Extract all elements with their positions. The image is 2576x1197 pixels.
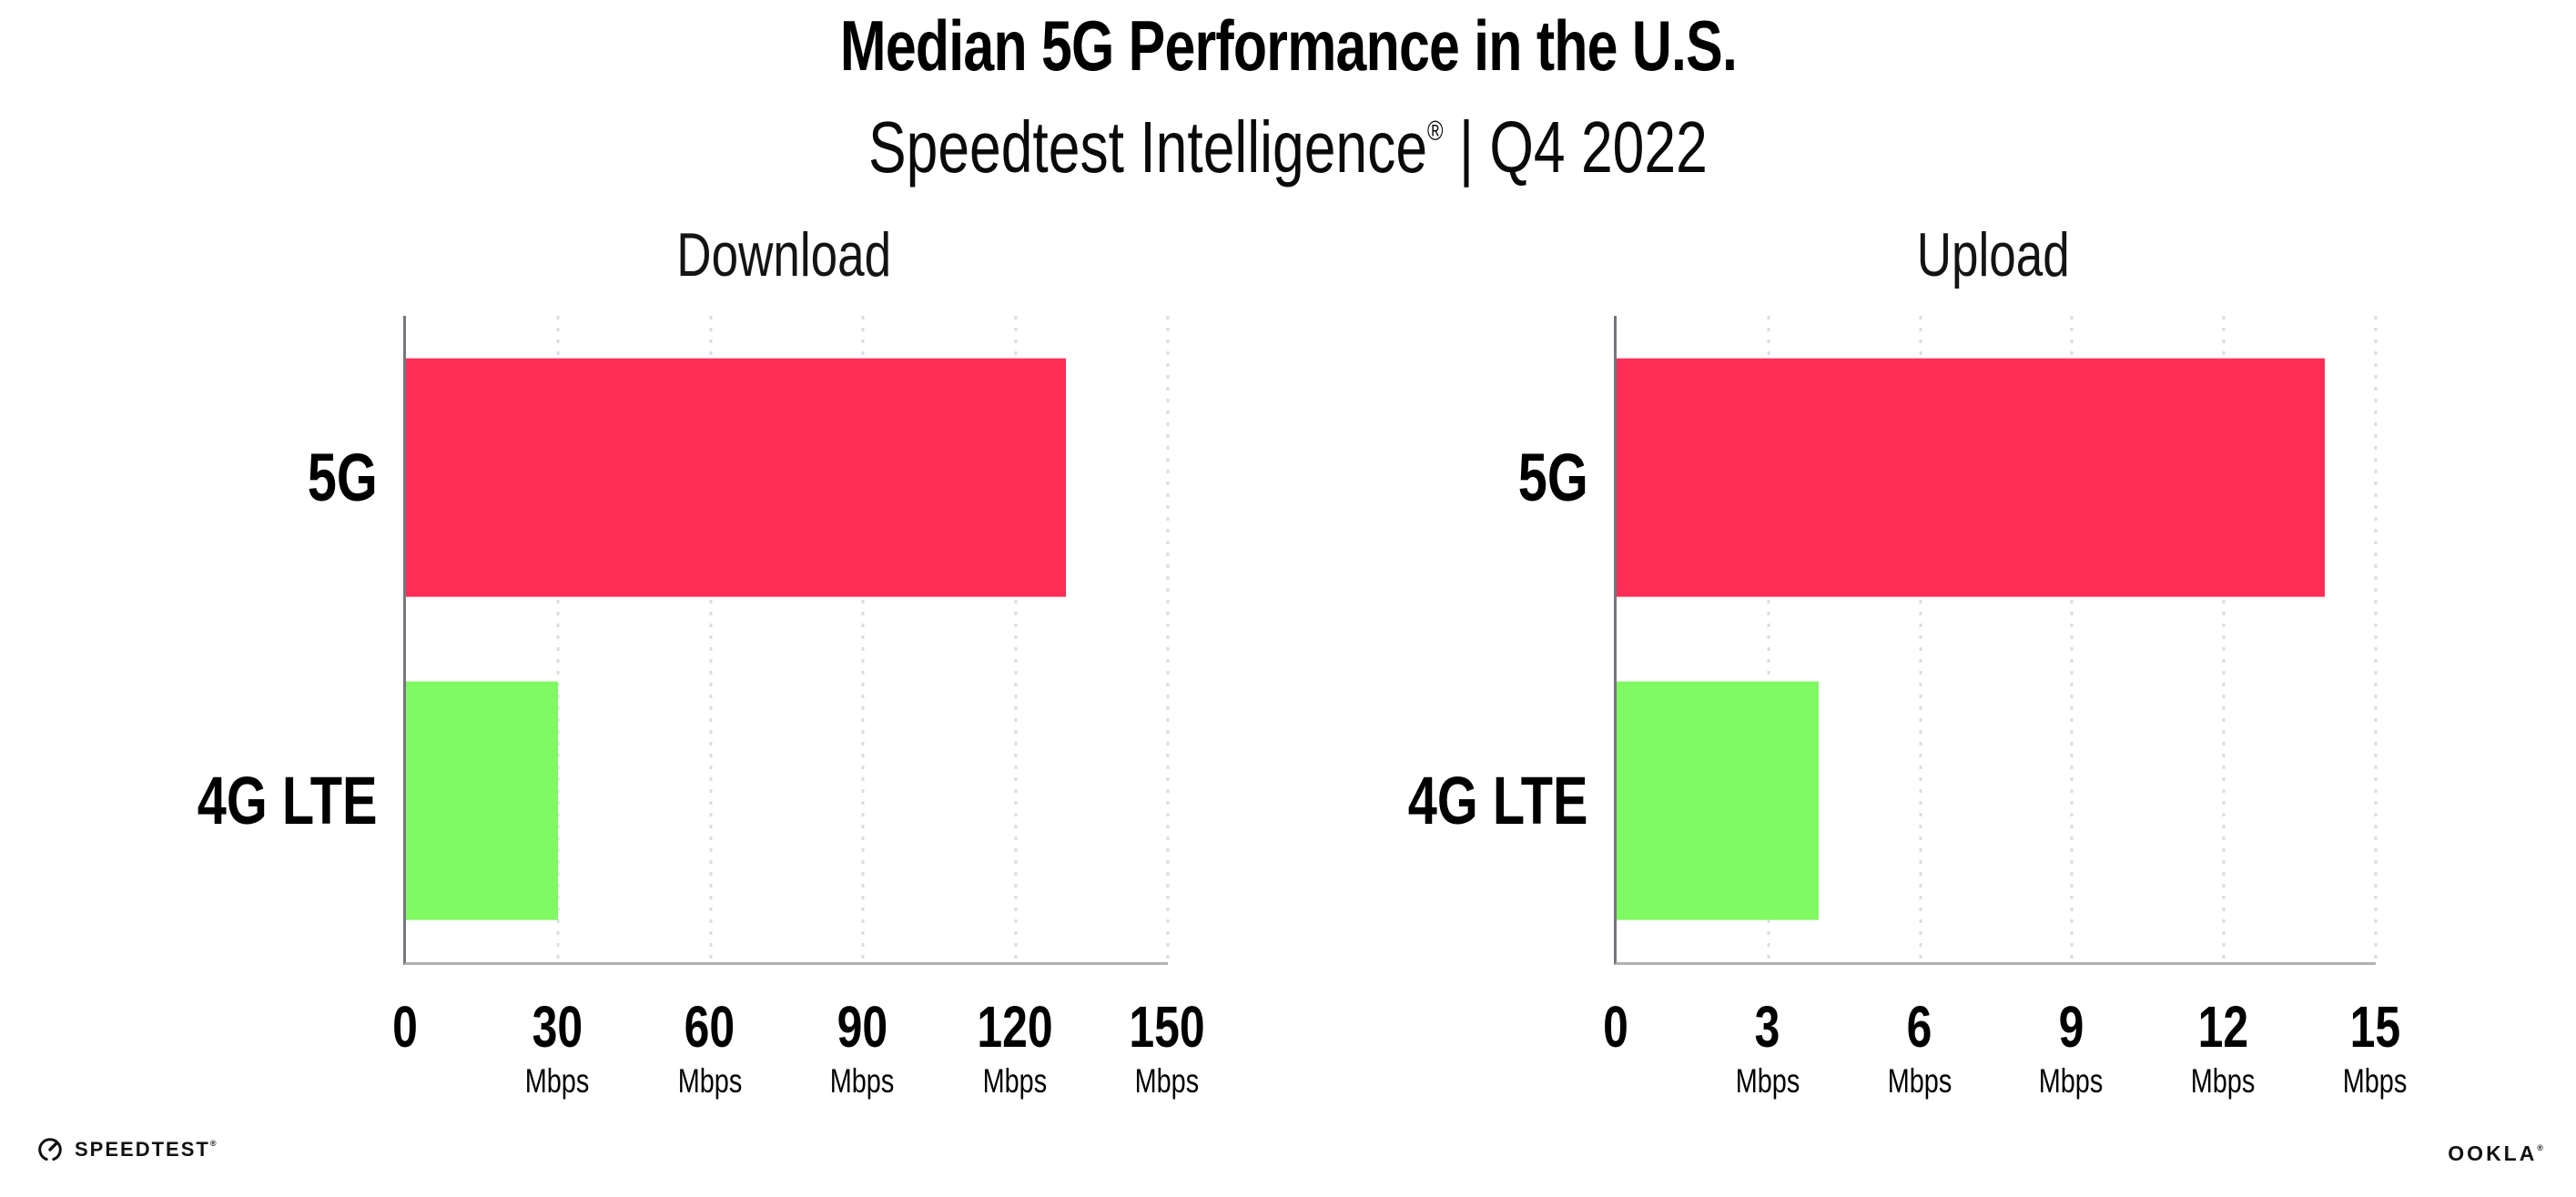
ookla-logo-text: OOKLA®	[2448, 1141, 2543, 1165]
registered-mark: ®	[1427, 116, 1444, 147]
download-chart-title-text: Download	[676, 220, 892, 289]
gridline-150-download	[1166, 316, 1170, 962]
x-tick-value: 6	[1906, 994, 1932, 1060]
x-tick-value: 15	[2349, 994, 2400, 1060]
y-label-4g-lte-upload: 4G LTE	[1408, 762, 1588, 838]
page-subtitle: Speedtest Intelligence® | Q4 2022	[0, 87, 2576, 191]
gridline-90-download	[861, 316, 865, 962]
x-tick-value: 30	[532, 994, 583, 1060]
x-tick-value: 0	[392, 994, 418, 1060]
gridline-120-download	[1014, 316, 1018, 962]
x-tick-60-download: 60 Mbps	[669, 996, 751, 1101]
page-subtitle-text: Speedtest Intelligence® | Q4 2022	[868, 87, 1708, 191]
y-label-5g-upload: 5G	[1517, 439, 1588, 515]
upload-y-axis-labels: 5G 4G LTE	[1259, 316, 1588, 962]
x-tick-90-download: 90 Mbps	[821, 996, 903, 1101]
gridline-12-upload	[2222, 316, 2226, 962]
page-title: Median 5G Performance in the U.S.	[0, 4, 2576, 87]
x-tick-value: 0	[1603, 994, 1628, 1060]
x-tick-unit: Mbps	[525, 1062, 590, 1100]
gridline-9-upload	[2070, 316, 2074, 962]
page-title-text: Median 5G Performance in the U.S.	[839, 5, 1737, 86]
x-tick-value: 60	[685, 994, 735, 1060]
subtitle-prefix: Speedtest Intelligence	[868, 106, 1428, 188]
x-tick-3-upload: 3 Mbps	[1727, 996, 1809, 1101]
upload-x-axis: 0 3 Mbps 6 Mbps 9 Mbps 12 Mbps 15 Mbps	[1603, 996, 2407, 1114]
gridline-15-upload	[2374, 316, 2378, 962]
y-label-4g-lte-download: 4G LTE	[198, 762, 378, 838]
gridline-30-download	[556, 316, 560, 962]
x-tick-0-download: 0	[389, 996, 421, 1058]
x-tick-unit: Mbps	[677, 1062, 743, 1100]
upload-plot-area	[1614, 316, 2378, 965]
gridline-6-upload	[1919, 316, 1922, 962]
x-tick-30-download: 30 Mbps	[516, 996, 598, 1101]
download-y-axis-labels: 5G 4G LTE	[48, 316, 378, 962]
download-chart-title: Download	[403, 218, 1165, 291]
x-tick-unit: Mbps	[2190, 1062, 2256, 1100]
x-tick-value: 12	[2197, 994, 2248, 1060]
4g-lte-bar-download	[406, 681, 559, 920]
4g-lte-bar-upload	[1617, 681, 1820, 920]
speedtest-logo-text: SPEEDTEST®	[75, 1138, 217, 1161]
x-tick-value: 3	[1754, 994, 1780, 1060]
upload-chart-title: Upload	[1614, 218, 2373, 291]
gridline-60-download	[709, 316, 713, 962]
speedtest-gauge-icon	[38, 1138, 62, 1161]
speedtest-logo: SPEEDTEST®	[36, 1136, 216, 1163]
x-tick-unit: Mbps	[982, 1062, 1047, 1100]
5g-bar-upload	[1617, 358, 2326, 597]
upload-chart-title-text: Upload	[1916, 220, 2071, 289]
subtitle-suffix: | Q4 2022	[1443, 106, 1708, 188]
x-tick-unit: Mbps	[1735, 1062, 1800, 1100]
x-tick-value: 150	[1129, 994, 1205, 1060]
x-tick-value: 90	[837, 994, 887, 1060]
x-tick-150-download: 150 Mbps	[1119, 996, 1216, 1101]
x-tick-9-upload: 9 Mbps	[2030, 996, 2112, 1101]
x-tick-unit: Mbps	[1887, 1062, 1952, 1100]
ookla-registered-mark: ®	[2537, 1143, 2543, 1152]
ookla-logo: OOKLA®	[2448, 1141, 2543, 1166]
x-tick-unit: Mbps	[829, 1062, 895, 1100]
download-plot-area	[403, 316, 1170, 965]
5g-bar-download	[406, 358, 1067, 597]
x-tick-15-upload: 15 Mbps	[2334, 996, 2416, 1101]
download-x-axis: 0 30 Mbps 60 Mbps 90 Mbps 120 Mbps 150 Mbps	[392, 996, 1205, 1114]
y-label-5g-download: 5G	[307, 439, 378, 515]
x-tick-unit: Mbps	[2342, 1062, 2408, 1100]
x-tick-value: 9	[2058, 994, 2084, 1060]
x-tick-6-upload: 6 Mbps	[1878, 996, 1960, 1101]
speedtest-registered-mark: ®	[209, 1139, 217, 1148]
x-tick-12-upload: 12 Mbps	[2182, 996, 2264, 1101]
x-tick-unit: Mbps	[1134, 1062, 1200, 1100]
x-tick-120-download: 120 Mbps	[966, 996, 1063, 1101]
x-tick-0-upload: 0	[1599, 996, 1632, 1058]
x-tick-value: 120	[976, 994, 1053, 1060]
gridline-3-upload	[1767, 316, 1770, 962]
x-tick-unit: Mbps	[2039, 1062, 2104, 1100]
